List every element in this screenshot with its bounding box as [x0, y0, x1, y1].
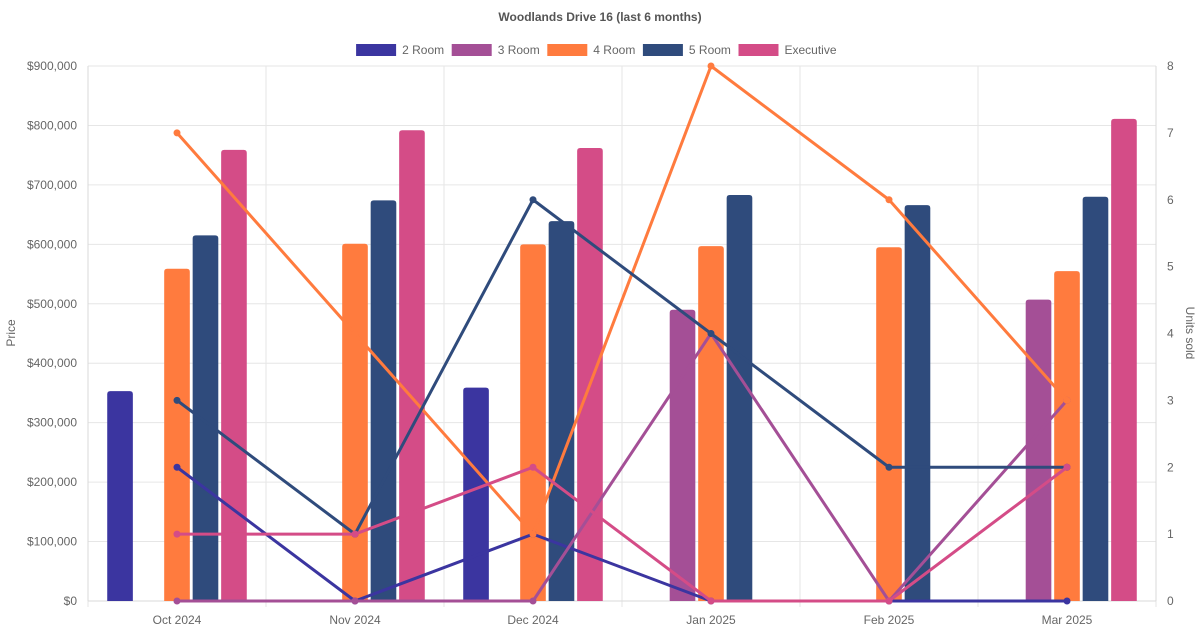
bar-4-room: [342, 243, 368, 601]
y2-tick-label: 5: [1167, 260, 1174, 274]
point-4-room: [351, 330, 359, 337]
chart-title: Woodlands Drive 16 (last 6 months): [498, 10, 701, 24]
bar-5-room: [370, 200, 397, 601]
bar-executive: [577, 148, 603, 602]
y2-tick-label: 7: [1167, 126, 1174, 140]
line-4-room: [175, 64, 1069, 536]
y-tick-label: $700,000: [27, 178, 77, 192]
bar-4-room: [1054, 271, 1080, 601]
bar-5-room: [1082, 196, 1109, 601]
point-5-room: [529, 196, 537, 204]
bar-executive: [221, 149, 247, 602]
bar-4-room: [876, 247, 902, 602]
x-axis-ticks: Oct 2024 Nov 2024 Dec 2024 Jan 2025 Feb 2025…: [153, 613, 1093, 627]
line-5-room: [176, 198, 1067, 536]
y-tick-label: $200,000: [27, 475, 77, 489]
point-executive: [707, 597, 715, 605]
legend-swatch-executive[interactable]: [738, 44, 779, 56]
point-2-room: [173, 463, 181, 471]
x-tick-label: Dec 2024: [507, 613, 559, 627]
y-tick-label: $400,000: [27, 356, 77, 370]
bar-5-room: [192, 235, 219, 601]
x-tick-label: Mar 2025: [1042, 613, 1093, 627]
y2-tick-label: 4: [1167, 327, 1174, 341]
bar-4-room: [698, 246, 724, 601]
point-2-room: [1063, 597, 1071, 605]
point-3-room: [173, 597, 181, 605]
legend-swatch-2-room[interactable]: [356, 44, 397, 56]
line-executive: [177, 465, 1068, 603]
y-axis-ticks: $0 $100,000 $200,000 $300,000 $400,000 $500,0…: [27, 59, 77, 608]
point-5-room: [707, 330, 715, 337]
y-axis-label: Price: [4, 319, 18, 347]
legend-swatch-4-room[interactable]: [547, 44, 588, 56]
bar-4-room: [164, 268, 190, 601]
point-3-room: [351, 597, 359, 605]
y2-tick-label: 1: [1167, 527, 1174, 541]
grid-lines: [87, 65, 1157, 607]
line-marks: [173, 62, 1071, 605]
point-4-room: [1063, 396, 1071, 404]
bar-2-room: [107, 391, 133, 601]
y-tick-label: $0: [64, 594, 78, 608]
x-tick-label: Oct 2024: [153, 613, 202, 627]
point-executive: [351, 530, 359, 538]
y2-axis-label: Units sold: [1183, 307, 1197, 360]
y-tick-label: $600,000: [27, 237, 77, 251]
legend-label-executive[interactable]: Executive: [785, 43, 837, 57]
legend: 2 Room 3 Room 4 Room 5 Room Executive: [356, 43, 837, 57]
legend-label-3-room[interactable]: 3 Room: [498, 43, 540, 57]
y2-axis-ticks: 0 1 2 3 4 5 6 7 8: [1167, 59, 1174, 608]
bar-5-room: [904, 205, 931, 601]
bar-5-room: [548, 221, 575, 601]
point-4-room: [707, 62, 715, 70]
line-2-room: [176, 466, 1067, 603]
legend-label-2-room[interactable]: 2 Room: [402, 43, 444, 57]
y-tick-label: $500,000: [27, 297, 77, 311]
legend-swatch-5-room[interactable]: [642, 44, 683, 56]
bar-4-room: [520, 244, 546, 602]
x-tick-label: Nov 2024: [329, 613, 381, 627]
legend-swatch-3-room[interactable]: [451, 44, 492, 56]
point-4-room: [529, 530, 537, 538]
y2-tick-label: 6: [1167, 193, 1174, 207]
y-tick-label: $800,000: [27, 118, 77, 132]
x-tick-label: Jan 2025: [686, 613, 736, 627]
bar-5-room: [726, 194, 753, 601]
bar-3-room: [669, 309, 696, 601]
point-executive: [173, 530, 181, 538]
point-3-room: [529, 597, 537, 605]
legend-label-4-room[interactable]: 4 Room: [593, 43, 635, 57]
legend-label-5-room[interactable]: 5 Room: [689, 43, 731, 57]
y-tick-label: $300,000: [27, 416, 77, 430]
y2-tick-label: 3: [1167, 393, 1174, 407]
y-tick-label: $900,000: [27, 59, 77, 73]
bar-3-room: [1025, 299, 1052, 601]
point-executive: [885, 597, 893, 605]
bar-executive: [399, 130, 425, 601]
point-executive: [1063, 463, 1071, 471]
point-5-room: [173, 396, 181, 404]
y2-tick-label: 2: [1167, 460, 1174, 474]
bar-marks: [107, 118, 1137, 602]
bar-executive: [1111, 118, 1137, 602]
point-5-room: [885, 463, 893, 471]
bar-2-room: [463, 387, 489, 601]
y2-tick-label: 0: [1167, 594, 1174, 608]
point-4-room: [173, 129, 181, 137]
y-tick-label: $100,000: [27, 535, 77, 549]
point-executive: [529, 463, 537, 471]
x-tick-label: Feb 2025: [864, 613, 915, 627]
line-3-room: [177, 332, 1069, 603]
point-4-room: [885, 196, 893, 204]
y2-tick-label: 8: [1167, 59, 1174, 73]
